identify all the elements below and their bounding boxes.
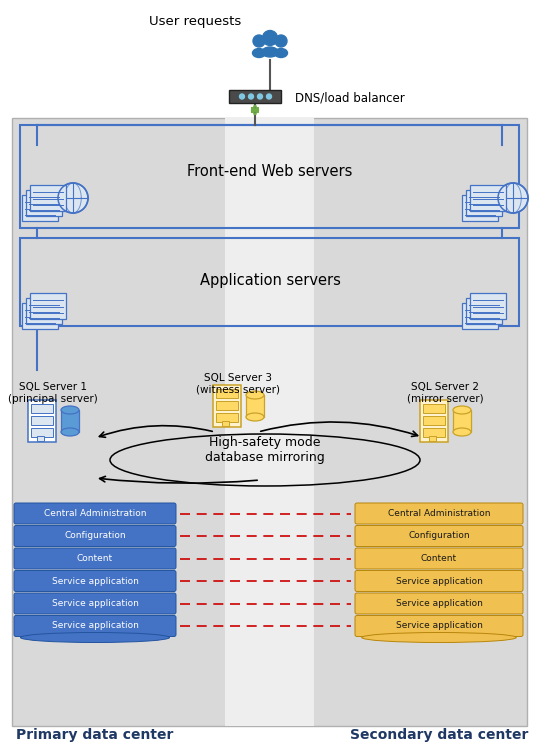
Text: Service application: Service application — [396, 599, 482, 608]
Bar — [31, 416, 53, 425]
Bar — [22, 195, 58, 221]
Circle shape — [275, 35, 287, 47]
Circle shape — [239, 94, 245, 99]
Bar — [423, 416, 445, 425]
FancyBboxPatch shape — [355, 571, 523, 591]
FancyBboxPatch shape — [14, 571, 176, 591]
Text: SQL Server 1
(principal server): SQL Server 1 (principal server) — [8, 382, 98, 404]
Bar — [213, 385, 241, 427]
Text: Primary data center: Primary data center — [16, 728, 174, 742]
Ellipse shape — [262, 47, 278, 57]
Text: DNS/load balancer: DNS/load balancer — [295, 91, 405, 104]
Text: Secondary data center: Secondary data center — [350, 728, 528, 742]
Bar — [61, 410, 79, 432]
Bar — [26, 298, 62, 324]
Text: Service application: Service application — [396, 621, 482, 630]
Bar — [31, 404, 53, 413]
Ellipse shape — [274, 48, 287, 57]
Text: Service application: Service application — [396, 577, 482, 585]
Bar — [462, 195, 498, 221]
Bar — [453, 410, 471, 432]
Circle shape — [253, 35, 265, 47]
Bar — [30, 293, 66, 319]
Bar — [20, 238, 519, 326]
FancyBboxPatch shape — [355, 548, 523, 569]
FancyBboxPatch shape — [14, 503, 176, 524]
Bar — [216, 413, 238, 422]
Bar — [22, 303, 58, 329]
Bar — [429, 436, 436, 441]
Bar — [28, 400, 56, 442]
Text: User requests: User requests — [149, 16, 241, 29]
Bar — [26, 190, 62, 216]
FancyBboxPatch shape — [14, 525, 176, 547]
Bar — [30, 185, 66, 211]
Circle shape — [266, 94, 272, 99]
Bar — [423, 404, 445, 413]
Bar — [31, 428, 53, 437]
FancyBboxPatch shape — [355, 593, 523, 614]
Text: Application servers: Application servers — [199, 273, 341, 288]
Bar — [246, 395, 264, 417]
Ellipse shape — [453, 428, 471, 436]
Bar — [225, 118, 314, 726]
Ellipse shape — [61, 428, 79, 436]
Text: Configuration: Configuration — [408, 532, 470, 541]
Text: Service application: Service application — [52, 621, 139, 630]
Bar — [229, 90, 281, 103]
Ellipse shape — [252, 48, 266, 57]
Circle shape — [258, 94, 262, 99]
Circle shape — [248, 94, 253, 99]
Circle shape — [498, 183, 528, 213]
Ellipse shape — [20, 633, 170, 643]
FancyBboxPatch shape — [14, 548, 176, 569]
Bar — [20, 125, 519, 228]
Ellipse shape — [246, 413, 264, 421]
Text: Content: Content — [77, 554, 113, 563]
Text: Service application: Service application — [52, 577, 139, 585]
FancyBboxPatch shape — [355, 503, 523, 524]
FancyBboxPatch shape — [14, 615, 176, 636]
Ellipse shape — [246, 391, 264, 399]
Bar — [423, 428, 445, 437]
Text: SQL Server 2
(mirror server): SQL Server 2 (mirror server) — [407, 382, 483, 404]
Bar — [466, 298, 502, 324]
Text: SQL Server 3
(witness server): SQL Server 3 (witness server) — [196, 373, 280, 395]
Bar — [462, 303, 498, 329]
Bar — [420, 400, 448, 442]
FancyBboxPatch shape — [355, 525, 523, 547]
Bar — [37, 436, 44, 441]
Ellipse shape — [362, 633, 516, 643]
Ellipse shape — [61, 406, 79, 414]
Circle shape — [262, 30, 278, 45]
Circle shape — [58, 183, 88, 213]
FancyBboxPatch shape — [355, 615, 523, 636]
Text: Central Administration: Central Administration — [388, 509, 490, 518]
Bar — [466, 190, 502, 216]
Bar — [216, 389, 238, 398]
Text: High-safety mode
database mirroring: High-safety mode database mirroring — [205, 436, 325, 464]
Ellipse shape — [453, 406, 471, 414]
Bar — [470, 185, 506, 211]
Bar — [216, 401, 238, 410]
Bar — [12, 118, 527, 726]
Text: Front-end Web servers: Front-end Web servers — [188, 165, 353, 180]
Text: Service application: Service application — [52, 599, 139, 608]
Bar — [222, 421, 229, 426]
Text: Content: Content — [421, 554, 457, 563]
Text: Central Administration: Central Administration — [44, 509, 146, 518]
FancyBboxPatch shape — [14, 593, 176, 614]
Bar — [470, 293, 506, 319]
Text: Configuration: Configuration — [64, 532, 126, 541]
